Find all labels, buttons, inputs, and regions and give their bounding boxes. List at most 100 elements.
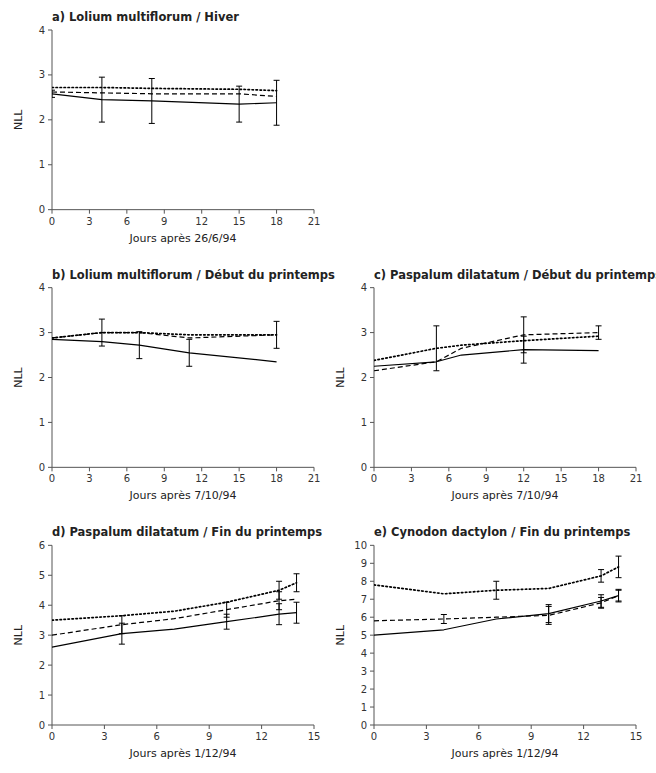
error-bar-cap (616, 589, 622, 590)
x-tick-label: 6 (154, 731, 160, 742)
x-tick-label: 3 (86, 216, 92, 227)
y-tick (48, 119, 52, 120)
x-tick (314, 210, 315, 214)
x-tick-label: 9 (206, 731, 212, 742)
error-bar-cap (52, 97, 55, 98)
error-bar-cap (441, 614, 447, 615)
x-tick (411, 467, 412, 471)
y-tick-label: 3 (39, 630, 45, 641)
x-tick (52, 210, 53, 214)
line-dotted (52, 87, 277, 90)
x-tick-label: 6 (476, 731, 482, 742)
x-tick (598, 467, 599, 471)
x-axis-line (52, 725, 314, 726)
y-tick-label: 0 (361, 720, 367, 731)
y-tick-label: 1 (361, 417, 367, 428)
error-bar (616, 589, 622, 602)
y-tick (370, 287, 374, 288)
x-tick (374, 725, 375, 729)
x-axis-label: Jours après 1/12/94 (128, 747, 236, 760)
error-bar-cap (99, 319, 105, 320)
y-tick-label: 4 (361, 282, 367, 293)
error-bar-cap (441, 623, 447, 624)
error-bar-cap (596, 325, 602, 326)
error-bar-stem (121, 616, 122, 634)
y-tick-label: 4 (39, 25, 45, 36)
x-tick-label: 12 (577, 731, 590, 742)
x-tick (531, 725, 532, 729)
y-tick (48, 164, 52, 165)
y-tick-label: 6 (39, 540, 45, 551)
error-bar-cap (546, 606, 552, 607)
line-dotted (374, 336, 599, 360)
y-tick-label: 8 (361, 576, 367, 587)
x-tick (126, 210, 127, 214)
error-bar-cap (99, 346, 105, 347)
error-bar-stem (598, 326, 599, 339)
x-axis-label: Jours après 7/10/94 (128, 489, 236, 502)
x-tick-label: 6 (446, 473, 452, 484)
error-bar-cap (276, 609, 282, 610)
x-tick (89, 210, 90, 214)
error-bar-cap (236, 122, 242, 123)
error-bar-cap (598, 569, 604, 570)
y-tick (48, 605, 52, 606)
error-bar-cap (149, 123, 155, 124)
x-tick (478, 725, 479, 729)
panel: b) Lolium multiflorum / Début du printem… (12, 268, 335, 503)
error-bar-cap (276, 624, 282, 625)
y-tick (370, 707, 374, 708)
y-tick-label: 0 (39, 462, 45, 473)
error-bar-cap (274, 80, 280, 81)
x-tick-label: 9 (528, 731, 534, 742)
error-bar-stem (618, 589, 619, 602)
x-tick-label: 12 (195, 473, 208, 484)
y-tick (48, 665, 52, 666)
y-tick-label: 4 (361, 648, 367, 659)
line-solid (374, 350, 599, 367)
x-axis-line (374, 467, 636, 468)
x-tick-label: 3 (423, 731, 429, 742)
y-tick (48, 74, 52, 75)
error-bar-stem (601, 595, 602, 608)
error-bar-cap (616, 590, 622, 591)
x-tick (636, 725, 637, 729)
plot-area (52, 319, 280, 366)
line-dashed (52, 333, 277, 338)
x-tick-label: 9 (161, 473, 167, 484)
y-tick (370, 422, 374, 423)
error-bar-cap (186, 366, 192, 367)
y-tick (370, 599, 374, 600)
x-tick (104, 725, 105, 729)
error-bar-cap (596, 339, 602, 340)
error-bar-cap (521, 363, 527, 364)
y-tick (48, 30, 52, 31)
y-axis-label: NLL (12, 624, 25, 645)
line-dashed (52, 92, 277, 97)
error-bar-cap (433, 370, 439, 371)
x-tick-label: 12 (195, 216, 208, 227)
x-tick-label: 9 (483, 473, 489, 484)
y-tick (48, 635, 52, 636)
y-tick (370, 563, 374, 564)
y-tick-label: 2 (361, 684, 367, 695)
x-tick (239, 210, 240, 214)
error-bar-cap (274, 348, 280, 349)
error-bar-cap (616, 556, 622, 557)
error-bar-cap (598, 594, 604, 595)
y-tick (370, 653, 374, 654)
x-tick-label: 0 (49, 473, 55, 484)
error-bar-cap (274, 321, 280, 322)
y-tick-label: 1 (39, 690, 45, 701)
y-axis-line (374, 288, 375, 468)
error-bar-cap (493, 581, 499, 582)
error-bar-stem (618, 590, 619, 601)
line-dashed (374, 596, 619, 621)
y-tick (48, 575, 52, 576)
x-tick-label: 0 (371, 473, 377, 484)
x-tick (239, 467, 240, 471)
y-tick (370, 725, 374, 726)
error-bar-cap (294, 602, 300, 603)
y-tick-label: 3 (39, 69, 45, 80)
y-tick (370, 332, 374, 333)
